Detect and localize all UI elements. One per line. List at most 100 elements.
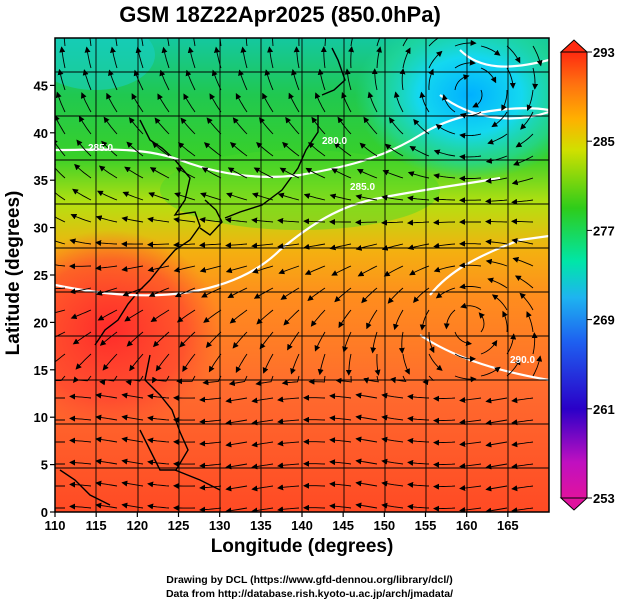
streamline xyxy=(259,331,274,350)
streamline xyxy=(176,309,196,323)
streamline xyxy=(459,485,482,491)
streamline xyxy=(345,353,352,376)
streamline xyxy=(153,331,170,348)
streamline xyxy=(511,485,534,492)
streamline xyxy=(280,287,300,300)
streamline xyxy=(335,375,352,384)
streamline xyxy=(307,287,326,302)
y-axis-label: Latitude (degrees) xyxy=(3,190,24,356)
streamline xyxy=(240,46,248,69)
streamline xyxy=(485,155,508,164)
streamline xyxy=(277,484,300,491)
streamline xyxy=(267,46,274,69)
streamline xyxy=(124,166,144,179)
streamline xyxy=(515,133,534,148)
streamline xyxy=(69,287,92,295)
streamline xyxy=(511,218,534,225)
streamline xyxy=(95,458,118,465)
streamline xyxy=(75,353,92,370)
streamline xyxy=(199,396,222,403)
streamline xyxy=(511,198,534,205)
cold-nw-region xyxy=(55,38,155,90)
streamline xyxy=(487,277,508,289)
streamline xyxy=(129,353,144,372)
streamline xyxy=(376,38,381,47)
streamline xyxy=(89,38,92,47)
streamline xyxy=(72,188,92,201)
streamline xyxy=(381,414,404,421)
streamline xyxy=(459,419,482,425)
chart-title: GSM 18Z22Apr2025 (850.0hPa) xyxy=(119,2,441,27)
y-tick-label: 15 xyxy=(34,363,48,378)
streamline xyxy=(277,462,300,469)
streamline xyxy=(384,143,404,157)
streamline xyxy=(459,262,482,269)
streamline xyxy=(320,46,327,69)
streamline xyxy=(282,141,300,157)
streamline xyxy=(485,463,508,470)
streamline xyxy=(407,415,430,422)
streamline xyxy=(128,117,144,135)
streamline xyxy=(199,462,222,469)
streamline xyxy=(459,441,482,447)
streamline xyxy=(251,463,274,470)
colorbar-tick-label: 269 xyxy=(593,313,615,328)
streamline xyxy=(95,264,118,271)
streamline xyxy=(428,50,443,69)
streamline xyxy=(84,46,92,69)
streamline xyxy=(454,331,472,347)
streamline xyxy=(211,69,222,91)
streamline xyxy=(97,190,118,201)
streamline xyxy=(245,38,248,47)
streamline xyxy=(433,439,456,446)
streamline xyxy=(359,142,378,157)
streamline xyxy=(69,459,92,466)
streamline xyxy=(205,331,222,348)
streamline xyxy=(238,69,248,91)
streamline xyxy=(259,117,274,135)
contour-label: 285.0 xyxy=(88,143,113,154)
streamline xyxy=(407,195,430,202)
streamline xyxy=(520,111,534,130)
streamline xyxy=(69,503,92,510)
streamline xyxy=(526,89,534,112)
streamline xyxy=(454,74,470,91)
streamline xyxy=(173,216,196,223)
streamline xyxy=(454,39,477,47)
streamline xyxy=(428,38,447,47)
streamline xyxy=(511,507,534,512)
streamline xyxy=(288,92,300,113)
streamline xyxy=(251,217,274,224)
streamline xyxy=(374,353,381,376)
streamline xyxy=(147,437,170,444)
streamline xyxy=(199,217,222,223)
x-tick-label: 115 xyxy=(86,518,107,533)
streamline xyxy=(502,310,508,333)
x-tick-label: 135 xyxy=(250,518,272,533)
streamline xyxy=(203,142,222,157)
streamline xyxy=(433,219,456,226)
x-tick-label: 120 xyxy=(126,518,148,533)
streamline xyxy=(506,333,517,355)
streamline xyxy=(366,309,378,330)
streamline xyxy=(57,68,66,91)
streamline xyxy=(101,140,118,157)
streamline xyxy=(303,218,326,225)
streamline xyxy=(329,503,352,510)
streamline xyxy=(367,91,378,113)
streamline xyxy=(338,309,352,329)
streamline xyxy=(55,192,66,201)
streamline xyxy=(232,331,248,349)
streamline xyxy=(279,167,300,179)
x-tick-label: 165 xyxy=(497,518,519,533)
streamline xyxy=(480,339,498,355)
streamline xyxy=(344,68,352,91)
x-tick-label: 140 xyxy=(291,518,313,533)
streamline xyxy=(126,331,144,347)
streamline xyxy=(298,38,300,47)
streamline xyxy=(485,441,508,448)
streamline xyxy=(72,331,92,345)
streamline xyxy=(511,441,534,448)
streamline xyxy=(485,419,508,426)
streamline xyxy=(305,167,326,179)
